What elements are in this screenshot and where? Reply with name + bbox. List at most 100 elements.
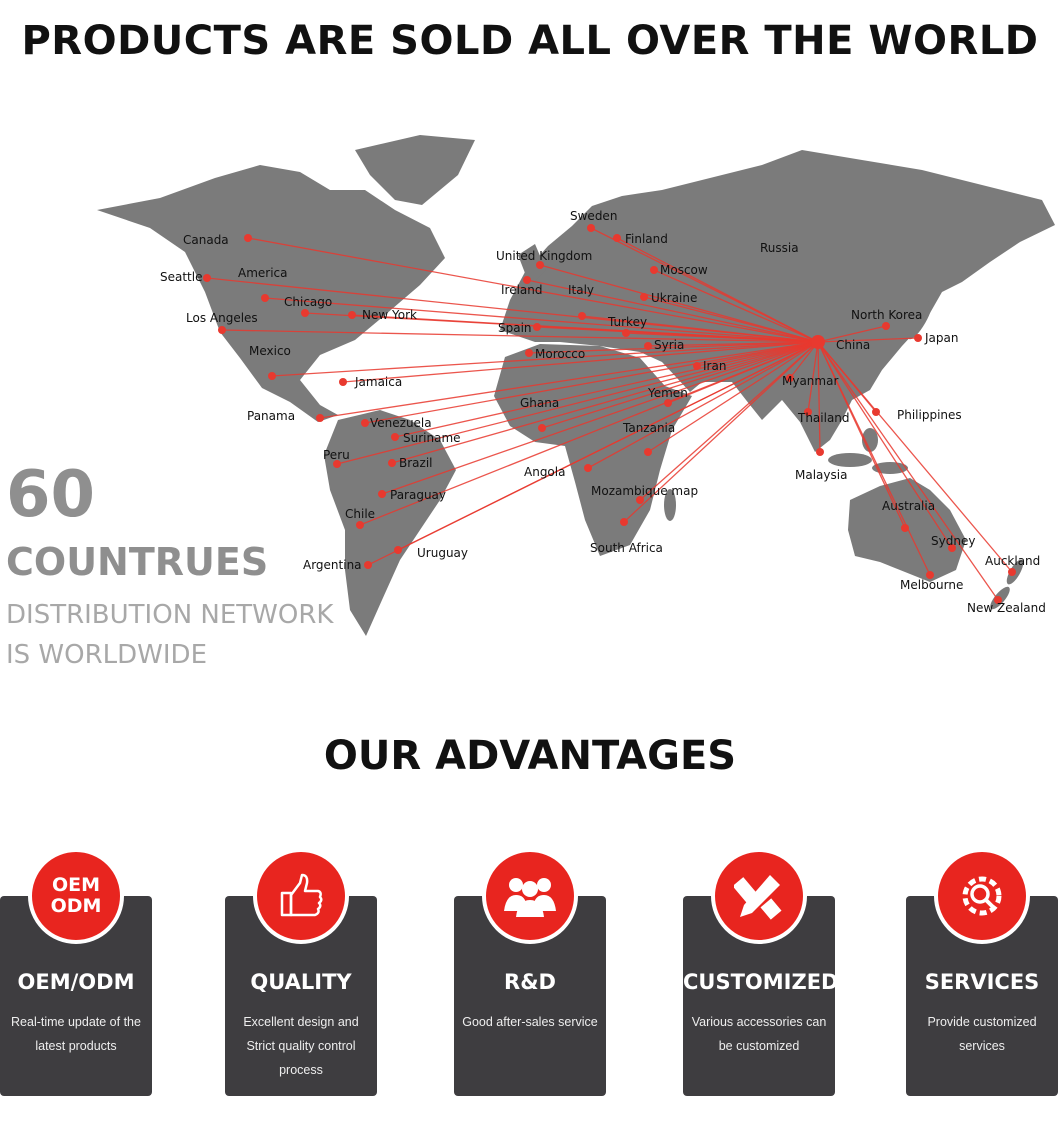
pencil-ruler-icon (711, 848, 807, 944)
country-count-unit: COUNTRUES (6, 540, 269, 584)
location-label-paraguay: Paraguay (390, 488, 446, 502)
location-dot-japan (914, 334, 922, 342)
route-paraguay (381, 341, 819, 495)
card-title: R&D (504, 970, 556, 994)
location-label-myanmar: Myanmar (782, 374, 838, 388)
route-sydney (817, 341, 953, 549)
route-peru (336, 341, 819, 465)
location-dot-jamaica (339, 378, 347, 386)
location-label-argentina: Argentina (303, 558, 362, 572)
location-dot-ghana (538, 424, 546, 432)
location-label-morocco: Morocco (535, 347, 585, 361)
north-america (97, 165, 445, 422)
location-label-new-zealand: New Zealand (967, 601, 1046, 615)
location-label-mozambique-map: Mozambique map (591, 484, 698, 498)
route-moscow (653, 269, 819, 343)
location-dot-iran (693, 362, 701, 370)
route-finland (616, 237, 819, 343)
location-dot-spain (533, 323, 541, 331)
location-label-uruguay: Uruguay (417, 546, 468, 560)
route-angola (587, 341, 819, 469)
route-melbourne (817, 341, 931, 576)
route-united-kingdom (539, 264, 819, 343)
card-desc: Good after-sales service (462, 1015, 598, 1029)
location-dot-thailand (804, 408, 812, 416)
location-dot-morocco (525, 349, 533, 357)
location-dot-north-korea (882, 322, 890, 330)
location-dot-united-kingdom (536, 261, 544, 269)
location-dot-new-zealand (994, 596, 1002, 604)
oem-odm-text-icon: OEM ODM (28, 848, 124, 944)
route-america (264, 297, 819, 343)
badge-line2: ODM (50, 895, 102, 917)
location-label-america: America (238, 266, 288, 280)
route-auckland (817, 341, 1013, 573)
route-malaysia (817, 341, 821, 453)
location-dot-chicago (301, 309, 309, 317)
location-label-malaysia: Malaysia (795, 468, 847, 482)
route-venezuela (364, 341, 819, 424)
advantage-card-customized: CUSTOMIZED Various accessories can be cu… (683, 848, 838, 1096)
route-south-africa (623, 341, 819, 523)
card-desc: Provide customized services (927, 1015, 1037, 1053)
badge-line1: OEM (51, 874, 101, 896)
location-dot-angola (584, 464, 592, 472)
location-dot-south-africa (620, 518, 628, 526)
location-dot-venezuela (361, 419, 369, 427)
location-dot-auckland (1008, 568, 1016, 576)
route-canada (247, 237, 819, 343)
route-los-angeles (221, 329, 819, 343)
location-dot-myanmar (786, 374, 794, 382)
route-jamaica (342, 341, 819, 383)
advantage-card-quality: QUALITY Excellent design and Strict qual… (225, 848, 377, 1096)
route-panama (319, 341, 819, 419)
route-japan (817, 337, 919, 343)
card-title: SERVICES (924, 970, 1040, 994)
location-dot-sweden (587, 224, 595, 232)
location-label-chile: Chile (345, 507, 375, 521)
uk (518, 244, 546, 286)
location-dot-uruguay (394, 546, 402, 554)
greenland (355, 135, 475, 205)
route-ireland (526, 279, 819, 343)
location-label-moscow: Moscow (660, 263, 708, 277)
location-dot-chile (356, 521, 364, 529)
location-dot-new-york (348, 311, 356, 319)
country-count: 60 (6, 458, 96, 532)
location-label-los-angeles: Los Angeles (186, 311, 258, 325)
south-america (324, 410, 456, 636)
location-dot-tanzania (644, 448, 652, 456)
location-dot-italy (578, 312, 586, 320)
route-italy (581, 315, 819, 343)
card-title: OEM/ODM (17, 970, 135, 994)
location-label-finland: Finland (625, 232, 668, 246)
location-label-melbourne: Melbourne (900, 578, 963, 592)
location-dot-yemen (664, 399, 672, 407)
route-yemen (667, 341, 819, 404)
route-uruguay (397, 341, 819, 551)
team-icon (482, 848, 578, 944)
location-label-ghana: Ghana (520, 396, 559, 410)
location-label-ireland: Ireland (501, 283, 543, 297)
location-label-china: China (836, 338, 870, 352)
route-thailand (807, 341, 819, 413)
advantage-card-oem-odm: OEM ODM OEM/ODM Real-time update of the l… (0, 848, 152, 1096)
location-dot-moscow (650, 266, 658, 274)
location-dot-syria (644, 342, 652, 350)
route-turkey (625, 332, 819, 343)
location-label-new-york: New York (362, 308, 417, 322)
location-label-thailand: Thailand (797, 411, 850, 425)
location-label-panama: Panama (247, 409, 295, 423)
advantage-card-services: SERVICES Provide customized services (906, 848, 1058, 1096)
location-label-russia: Russia (760, 241, 799, 255)
card-desc: Various accessories can be customized (691, 1015, 827, 1053)
location-label-north-korea: North Korea (851, 308, 922, 322)
card-desc: Excellent design and Strict quality cont… (243, 1015, 359, 1077)
location-label-angola: Angola (524, 465, 565, 479)
page-title: PRODUCTS ARE SOLD ALL OVER THE WORLD (21, 18, 1039, 64)
advantages-title: OUR ADVANTAGES (323, 733, 737, 779)
route-brazil (391, 341, 819, 464)
location-label-chicago: Chicago (284, 295, 332, 309)
route-ghana (541, 341, 819, 429)
route-mexico (271, 341, 819, 377)
